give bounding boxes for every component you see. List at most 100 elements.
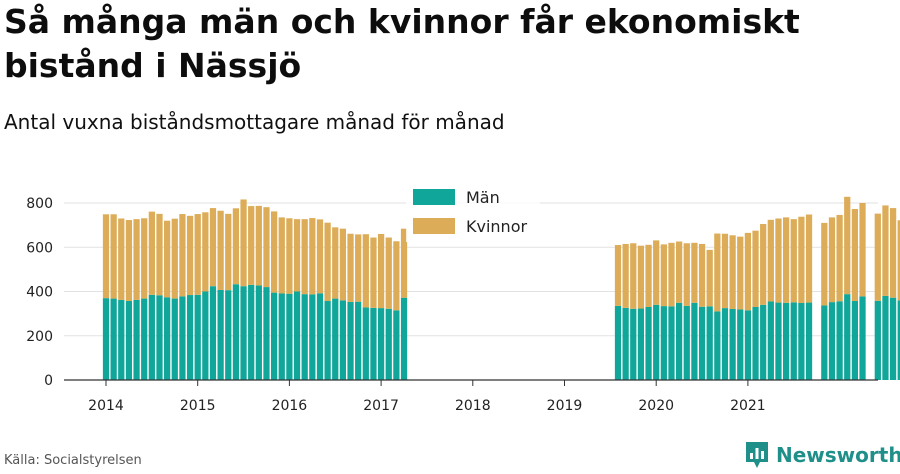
bar-kvinnor — [225, 213, 232, 291]
bar-man — [339, 300, 347, 380]
bar-man — [309, 294, 316, 380]
bar-kvinnor — [171, 218, 178, 299]
bar-man — [148, 294, 155, 380]
bar-kvinnor — [760, 224, 767, 305]
bar-man — [332, 298, 339, 380]
y-tick-label: 800 — [26, 196, 53, 212]
bar-kvinnor — [393, 241, 400, 311]
bar-man — [125, 301, 133, 380]
bar-man — [202, 291, 209, 380]
newsworthy-logo: Newsworthy — [744, 440, 900, 470]
bar-kvinnor — [362, 234, 369, 308]
bar-man — [706, 306, 713, 380]
bar-kvinnor — [118, 218, 125, 300]
bar-man — [698, 306, 706, 380]
y-tick-label: 400 — [26, 285, 53, 301]
bar-kvinnor — [240, 199, 247, 287]
legend-label-kvinnor: Kvinnor — [466, 217, 527, 236]
bar-man — [355, 301, 362, 380]
bar-man — [676, 302, 683, 380]
bars — [102, 196, 900, 380]
bar-man — [714, 311, 721, 380]
bar-man — [828, 302, 836, 380]
bar-kvinnor — [737, 236, 744, 310]
bar-man — [156, 295, 163, 380]
bar-man — [164, 297, 171, 380]
bar-kvinnor — [775, 218, 782, 303]
bar-man — [278, 293, 285, 380]
bar-man — [767, 301, 774, 380]
bar-kvinnor — [645, 244, 652, 307]
bar-man — [844, 294, 851, 380]
bar-kvinnor — [676, 241, 683, 303]
bar-kvinnor — [209, 208, 217, 287]
bar-man — [347, 301, 354, 380]
bar-man — [362, 307, 369, 380]
bar-man — [653, 304, 660, 380]
bar-kvinnor — [622, 243, 629, 308]
bar-kvinnor — [897, 220, 900, 301]
bar-kvinnor — [790, 219, 797, 303]
bar-kvinnor — [614, 245, 622, 306]
bar-kvinnor — [744, 232, 752, 311]
bar-man — [286, 293, 293, 380]
bar-kvinnor — [125, 220, 133, 302]
bar-man — [301, 294, 308, 380]
bar-kvinnor — [805, 214, 813, 303]
bar-kvinnor — [714, 233, 721, 312]
bar-man — [232, 284, 240, 380]
bar-kvinnor — [309, 218, 316, 295]
bar-man — [637, 308, 645, 380]
bar-kvinnor — [278, 217, 285, 294]
bar-man — [400, 297, 408, 380]
bar-man — [874, 300, 881, 380]
bar-kvinnor — [859, 203, 866, 297]
bar-man — [377, 308, 385, 380]
bar-kvinnor — [164, 220, 171, 298]
bar-kvinnor — [255, 205, 262, 286]
bar-kvinnor — [836, 214, 843, 302]
bar-kvinnor — [653, 240, 660, 305]
bar-man — [171, 298, 178, 380]
bar-man — [737, 309, 744, 380]
bar-kvinnor — [683, 243, 690, 306]
bar-kvinnor — [798, 216, 805, 304]
bar-kvinnor — [232, 208, 240, 285]
bar-kvinnor — [179, 214, 186, 297]
x-tick-label: 2016 — [272, 398, 308, 414]
bar-man — [889, 297, 897, 380]
bar-man — [141, 298, 148, 380]
x-tick-label: 2020 — [638, 398, 674, 414]
bar-man — [102, 298, 110, 380]
y-tick-label: 0 — [44, 373, 53, 389]
bar-man — [622, 307, 629, 380]
bar-kvinnor — [355, 234, 362, 302]
bar-kvinnor — [370, 237, 377, 308]
bar-kvinnor — [752, 230, 759, 307]
bar-man — [110, 298, 117, 380]
bar-man — [760, 304, 767, 380]
bar-man — [790, 302, 797, 380]
bar-man — [614, 305, 622, 380]
legend: Män Kvinnor — [406, 180, 540, 242]
bar-kvinnor — [767, 219, 774, 302]
source-note: Källa: Socialstyrelsen — [4, 453, 142, 468]
bar-kvinnor — [400, 228, 408, 298]
x-tick-label: 2018 — [455, 398, 491, 414]
bar-man — [385, 308, 392, 380]
x-tick-label: 2014 — [88, 398, 124, 414]
bar-kvinnor — [668, 242, 675, 307]
bar-kvinnor — [202, 212, 209, 292]
bar-kvinnor — [263, 207, 270, 288]
bar-kvinnor — [286, 218, 293, 294]
bar-kvinnor — [293, 219, 301, 292]
bar-kvinnor — [194, 214, 201, 295]
bar-man — [798, 303, 805, 380]
bar-man — [897, 300, 900, 380]
y-tick-label: 600 — [26, 240, 53, 256]
bar-man — [248, 284, 255, 380]
bar-man — [752, 306, 759, 380]
bar-man — [217, 289, 224, 380]
chart-subtitle: Antal vuxna biståndsmottagare månad för … — [4, 110, 505, 134]
bar-kvinnor — [851, 208, 859, 302]
